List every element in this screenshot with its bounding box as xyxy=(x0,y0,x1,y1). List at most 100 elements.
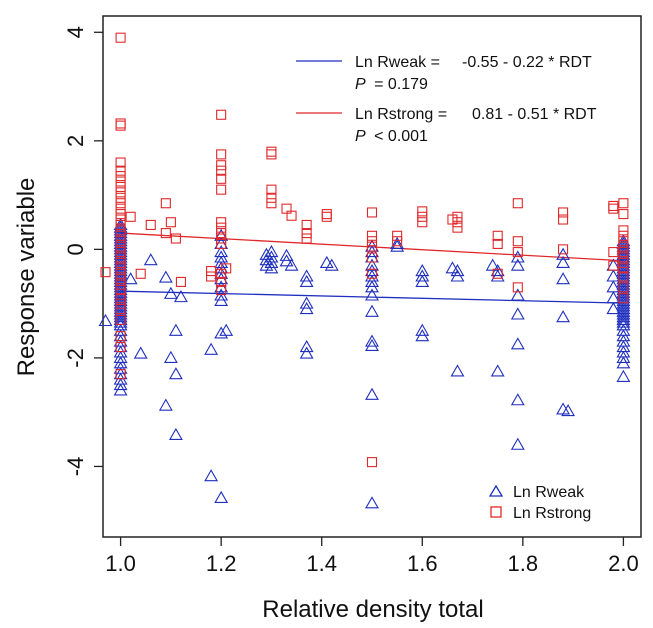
point-rweak xyxy=(561,403,576,417)
x-tick-label: 1.2 xyxy=(206,551,237,576)
point-rstrong xyxy=(266,146,277,157)
point-rstrong xyxy=(558,207,569,218)
point-rstrong xyxy=(608,247,619,258)
point-rweak xyxy=(279,254,294,267)
point-rweak xyxy=(365,280,379,293)
point-rstrong xyxy=(266,192,277,203)
point-rweak xyxy=(365,334,379,347)
point-rweak xyxy=(365,304,379,317)
point-rweak xyxy=(556,272,571,285)
point-rstrong xyxy=(558,244,569,255)
point-rweak xyxy=(214,228,229,241)
point-rstrong xyxy=(512,198,523,209)
point-rweak xyxy=(490,269,505,282)
point-rstrong xyxy=(216,149,227,160)
legend-weak-p: P = 0.179 xyxy=(355,76,428,93)
point-rstrong xyxy=(115,342,126,353)
point-rstrong xyxy=(115,32,126,43)
point-rweak xyxy=(214,326,229,339)
point-rstrong xyxy=(618,293,629,304)
point-rweak xyxy=(450,263,465,277)
point-rstrong xyxy=(115,257,126,268)
point-rstrong xyxy=(216,238,227,249)
point-rweak xyxy=(556,310,571,323)
legend-rweak-label: Ln Rweak xyxy=(513,484,585,501)
point-rstrong xyxy=(618,247,629,258)
point-rweak xyxy=(143,253,158,266)
point-rstrong xyxy=(452,222,463,233)
point-rstrong xyxy=(512,247,523,258)
point-rstrong xyxy=(115,369,126,380)
point-rweak xyxy=(113,315,128,328)
point-rstrong xyxy=(115,298,126,309)
point-rstrong xyxy=(392,230,403,241)
point-rstrong xyxy=(608,260,619,271)
point-rstrong xyxy=(301,228,312,239)
point-rstrong xyxy=(115,304,126,315)
point-rweak xyxy=(113,310,128,323)
point-rstrong xyxy=(221,263,232,274)
point-rweak xyxy=(284,258,299,271)
data-points xyxy=(98,32,631,509)
point-rweak xyxy=(415,269,430,282)
point-rweak xyxy=(299,346,314,359)
point-rweak xyxy=(168,367,183,380)
x-axis: 1.0 1.2 1.4 1.6 1.8 2.0 xyxy=(105,537,639,576)
point-rstrong xyxy=(618,241,629,252)
y-tick-label: 0 xyxy=(63,243,88,255)
point-rweak xyxy=(264,261,279,274)
x-tick-label: 2.0 xyxy=(608,551,639,576)
point-rstrong xyxy=(366,457,378,468)
legend-square-icon xyxy=(490,506,502,518)
point-rweak xyxy=(365,274,379,287)
y-axis-title: Response variable xyxy=(13,178,40,377)
point-rstrong xyxy=(618,252,629,263)
point-rweak xyxy=(450,364,465,377)
point-rstrong xyxy=(115,176,126,187)
point-rstrong xyxy=(618,225,629,236)
point-rstrong xyxy=(366,230,378,241)
point-rweak xyxy=(616,315,631,328)
point-rstrong xyxy=(115,214,126,225)
x-tick-label: 1.4 xyxy=(306,551,337,576)
point-rweak xyxy=(365,387,379,400)
point-rweak xyxy=(415,274,430,287)
point-rstrong xyxy=(216,228,227,239)
point-rstrong xyxy=(115,241,126,252)
point-rstrong xyxy=(512,282,523,293)
point-rstrong xyxy=(618,271,629,282)
legend-triangle-icon xyxy=(488,484,504,497)
legend-strong-label: Ln Rstrong = xyxy=(355,106,447,123)
point-rweak xyxy=(299,269,314,282)
point-rstrong xyxy=(216,173,227,184)
point-rstrong xyxy=(618,282,629,293)
legend-strong-p-symbol: P xyxy=(355,128,366,145)
y-tick-label: -2 xyxy=(63,348,88,368)
x-tick-label: 1.6 xyxy=(407,551,438,576)
point-rweak xyxy=(415,323,430,336)
point-rstrong xyxy=(165,217,176,228)
point-rstrong xyxy=(618,263,629,274)
x-tick-label: 1.8 xyxy=(508,551,539,576)
point-rstrong xyxy=(115,157,126,168)
point-rstrong xyxy=(115,268,126,279)
point-rstrong xyxy=(417,211,428,222)
point-rweak xyxy=(204,342,219,355)
point-rweak xyxy=(123,272,138,285)
point-rstrong xyxy=(266,149,277,160)
point-rweak xyxy=(204,469,219,482)
point-rweak xyxy=(299,296,314,309)
point-rstrong xyxy=(216,217,227,228)
point-rstrong xyxy=(160,228,171,239)
point-rstrong xyxy=(492,268,503,279)
point-rstrong xyxy=(115,252,126,263)
point-rstrong xyxy=(100,267,111,278)
point-rstrong xyxy=(115,165,126,176)
point-rstrong xyxy=(366,268,378,279)
point-rstrong xyxy=(618,198,629,209)
point-rstrong xyxy=(492,230,503,241)
point-rstrong xyxy=(618,257,629,268)
point-rstrong xyxy=(115,187,126,198)
point-rweak xyxy=(606,301,621,315)
